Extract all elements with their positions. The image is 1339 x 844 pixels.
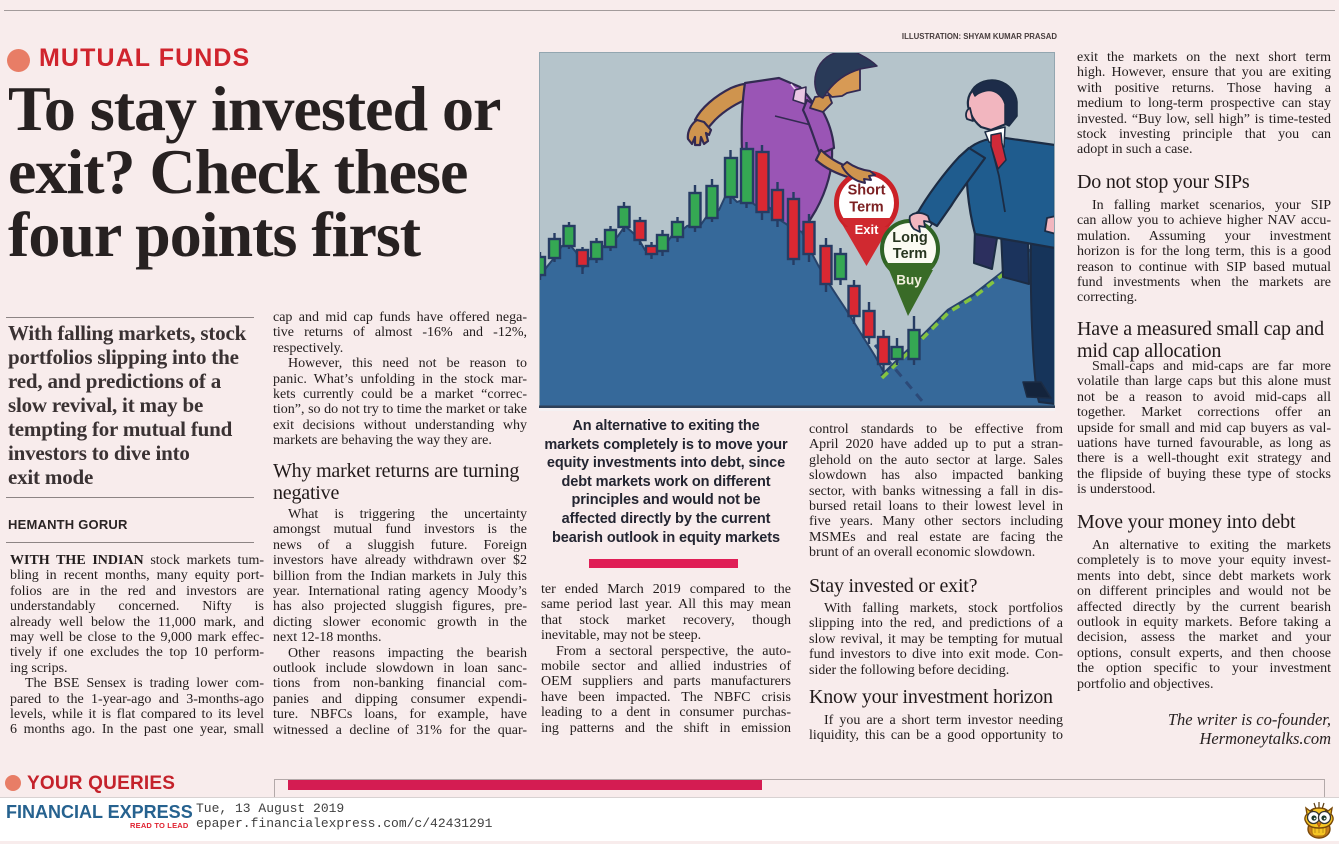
svg-text:Term: Term: [893, 246, 927, 262]
svg-text:Exit: Exit: [855, 222, 880, 237]
svg-text:Long: Long: [892, 230, 927, 246]
svg-text:Short: Short: [848, 183, 886, 199]
svg-text:Term: Term: [849, 200, 883, 216]
svg-text:Buy: Buy: [896, 273, 922, 288]
